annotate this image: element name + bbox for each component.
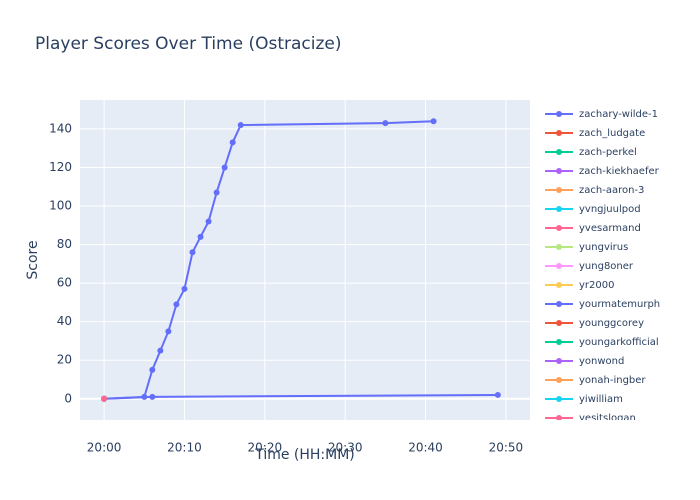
chart-title: Player Scores Over Time (Ostracize) <box>35 34 342 54</box>
x-tick-label: 20:20 <box>248 441 283 455</box>
legend-marker <box>556 320 562 326</box>
legend-label: zachary-wilde-1 <box>579 109 658 120</box>
data-point <box>197 233 204 240</box>
y-tick-label: 80 <box>57 237 72 251</box>
legend-marker <box>556 187 562 193</box>
legend-label: yourmatemurph <box>579 299 660 310</box>
legend-marker <box>556 396 562 402</box>
legend-marker <box>556 415 562 420</box>
data-point <box>173 301 180 308</box>
plot-area <box>80 100 530 420</box>
legend-marker <box>556 377 562 383</box>
y-tick-label: 60 <box>57 276 72 290</box>
x-tick-label: 20:40 <box>408 441 443 455</box>
legend-marker <box>556 301 562 307</box>
y-tick-label: 120 <box>49 160 72 174</box>
legend-label: yesitslogan <box>579 413 636 424</box>
y-tick-label: 140 <box>49 121 72 135</box>
data-point <box>189 249 196 256</box>
legend-marker <box>556 111 562 117</box>
x-tick-label: 20:00 <box>87 441 122 455</box>
y-tick-label: 0 <box>64 391 72 405</box>
y-axis-title: Score <box>25 240 41 279</box>
legend-label: yvngjuulpod <box>579 204 641 215</box>
legend-label: yonwond <box>579 356 624 367</box>
data-point <box>229 139 236 146</box>
x-axis-title: Time (HH:MM) <box>254 447 355 463</box>
data-point <box>494 391 501 398</box>
legend-label: zach-kiekhaefer <box>579 166 660 177</box>
legend-marker <box>556 263 562 269</box>
data-point <box>165 328 172 335</box>
y-tick-label: 20 <box>57 353 72 367</box>
legend-marker <box>556 149 562 155</box>
data-point <box>213 189 220 196</box>
y-tick-label: 100 <box>49 199 72 213</box>
x-tick-label: 20:30 <box>328 441 363 455</box>
data-point <box>237 122 244 129</box>
series-line <box>104 120 434 400</box>
data-point <box>205 218 212 225</box>
legend-label: yiwilliam <box>579 394 623 405</box>
legend-label: yung8oner <box>579 261 634 272</box>
legend-marker <box>556 225 562 231</box>
legend-label: youngarkofficial <box>579 337 659 348</box>
legend-marker <box>556 244 562 250</box>
data-point <box>382 120 389 127</box>
legend-label: younggcorey <box>579 318 644 329</box>
legend-marker <box>556 168 562 174</box>
x-tick-label: 20:10 <box>167 441 202 455</box>
legend-label: zach_ludgate <box>579 128 645 139</box>
data-point <box>101 395 108 402</box>
legend-label: zach-perkel <box>579 147 637 158</box>
legend-marker <box>556 282 562 288</box>
legend-label: zach-aaron-3 <box>579 185 644 196</box>
legend-marker <box>556 358 562 364</box>
legend-label: yvesarmand <box>579 223 641 234</box>
data-point <box>157 347 164 354</box>
data-point <box>430 118 437 125</box>
x-tick-label: 20:50 <box>489 441 524 455</box>
data-point <box>221 164 228 171</box>
data-point <box>149 393 156 400</box>
legend-label: yr2000 <box>579 280 614 291</box>
legend-label: yonah-ingber <box>579 375 646 386</box>
legend-marker <box>556 339 562 345</box>
y-tick-label: 40 <box>57 314 72 328</box>
legend-marker <box>556 130 562 136</box>
legend-marker <box>556 206 562 212</box>
data-point <box>149 366 156 373</box>
legend-label: yungvirus <box>579 242 628 253</box>
data-point <box>181 285 188 292</box>
